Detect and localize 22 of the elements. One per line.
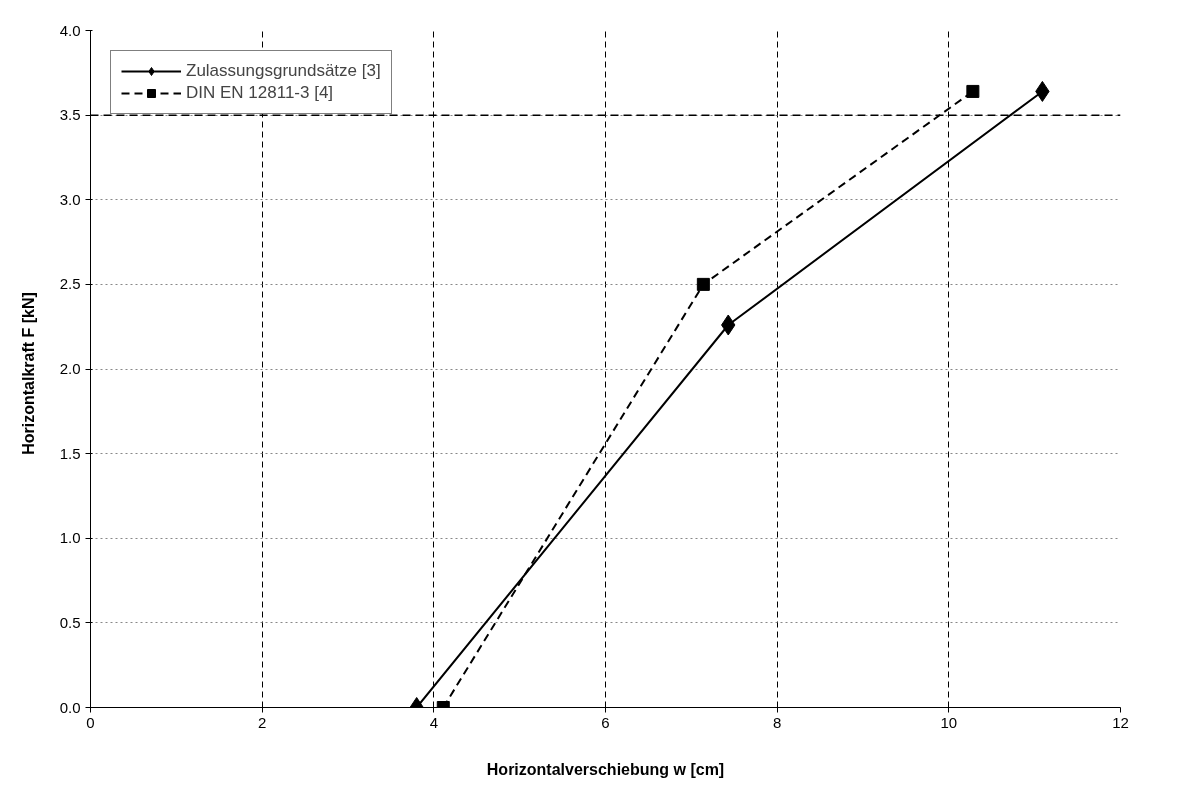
- y-tick-label: 2.5: [59, 275, 81, 293]
- x-tick-label: 12: [1112, 713, 1129, 731]
- y-tick-label: 4.0: [59, 21, 81, 39]
- legend-label: Zulassungsgrundsätze [3]: [186, 61, 381, 81]
- x-tick-label: 6: [601, 713, 610, 731]
- legend-label: DIN EN 12811-3 [4]: [186, 83, 334, 103]
- y-tick-label: 3.5: [59, 106, 81, 124]
- x-axis-title: Horizontalverschiebung w [cm]: [486, 760, 725, 778]
- x-tick-label: 8: [773, 713, 782, 731]
- x-tick-label: 4: [429, 713, 439, 731]
- x-tick-label: 2: [258, 713, 267, 731]
- y-tick-label: 1.5: [59, 444, 81, 462]
- x-tick-label: 0: [86, 713, 95, 731]
- y-tick-label: 3.0: [59, 190, 81, 208]
- y-tick-label: 2.0: [59, 360, 81, 377]
- point: [966, 84, 980, 98]
- y-tick-label: 1.0: [59, 529, 81, 547]
- y-tick-label: 0.5: [59, 613, 81, 631]
- y-axis-title: Horizontalkraft F [kN]: [19, 292, 37, 455]
- point: [696, 277, 710, 291]
- x-tick-label: 10: [940, 713, 958, 731]
- y-tick-label: 0.0: [59, 698, 81, 716]
